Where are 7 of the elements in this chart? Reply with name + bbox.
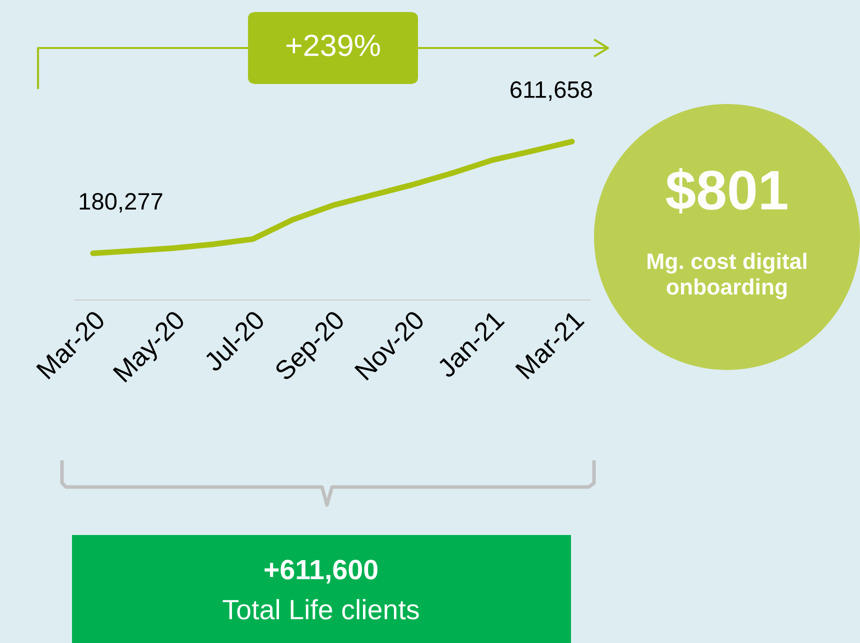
text: +611,600 [264, 560, 378, 584]
text: Mg. cost digital onboarding [648, 252, 806, 300]
text: Total Life clients [222, 599, 419, 620]
data-label: 180,277 [80, 193, 162, 213]
text: $801 [666, 168, 788, 214]
text: +239% [286, 34, 380, 56]
data-label: 611,658 [510, 81, 592, 101]
